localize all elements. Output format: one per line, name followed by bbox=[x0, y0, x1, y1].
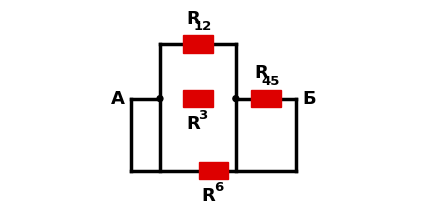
Text: А: А bbox=[111, 90, 125, 108]
Bar bbox=[199, 162, 228, 179]
Text: R: R bbox=[254, 64, 268, 82]
Text: 3: 3 bbox=[198, 109, 207, 122]
Bar bbox=[183, 35, 212, 53]
Circle shape bbox=[157, 96, 163, 102]
Circle shape bbox=[233, 96, 239, 102]
Text: Б: Б bbox=[302, 90, 316, 108]
Text: R: R bbox=[202, 187, 215, 205]
Text: R: R bbox=[186, 115, 200, 133]
Text: 6: 6 bbox=[214, 181, 223, 194]
Bar bbox=[183, 90, 212, 107]
Text: 45: 45 bbox=[262, 75, 280, 88]
Bar bbox=[251, 90, 280, 107]
Text: R: R bbox=[186, 10, 200, 28]
Text: 12: 12 bbox=[194, 20, 212, 33]
